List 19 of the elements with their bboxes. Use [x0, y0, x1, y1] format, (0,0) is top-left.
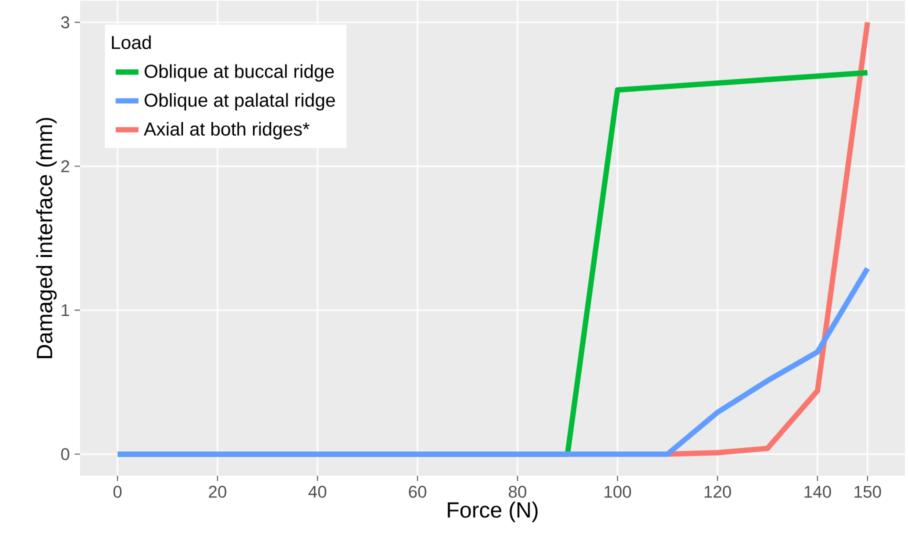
y-tick-label: 3: [61, 16, 70, 28]
x-tick-label: 140: [804, 486, 832, 498]
legend-label: Axial at both ridges*: [144, 122, 310, 140]
legend-label: Oblique at palatal ridge: [144, 93, 335, 111]
x-tick-label: 40: [308, 486, 326, 498]
x-tick-label: 80: [508, 486, 526, 498]
legend-title: Load: [112, 36, 151, 50]
y-tick-label: 0: [61, 448, 70, 460]
x-tick-label: 100: [604, 486, 632, 498]
x-tick-label: 0: [113, 486, 122, 498]
y-tick-label: 2: [61, 160, 70, 172]
x-tick-label: 20: [208, 486, 226, 498]
legend-label: Oblique at buccal ridge: [144, 64, 334, 82]
x-tick-label: 60: [408, 486, 426, 498]
x-axis-title: Force (N): [448, 502, 538, 522]
y-tick-label: 1: [62, 304, 70, 316]
x-tick-label: 150: [854, 486, 882, 498]
y-axis-title: Damaged interface (mm): [36, 118, 57, 358]
x-tick-label: 120: [704, 486, 732, 498]
